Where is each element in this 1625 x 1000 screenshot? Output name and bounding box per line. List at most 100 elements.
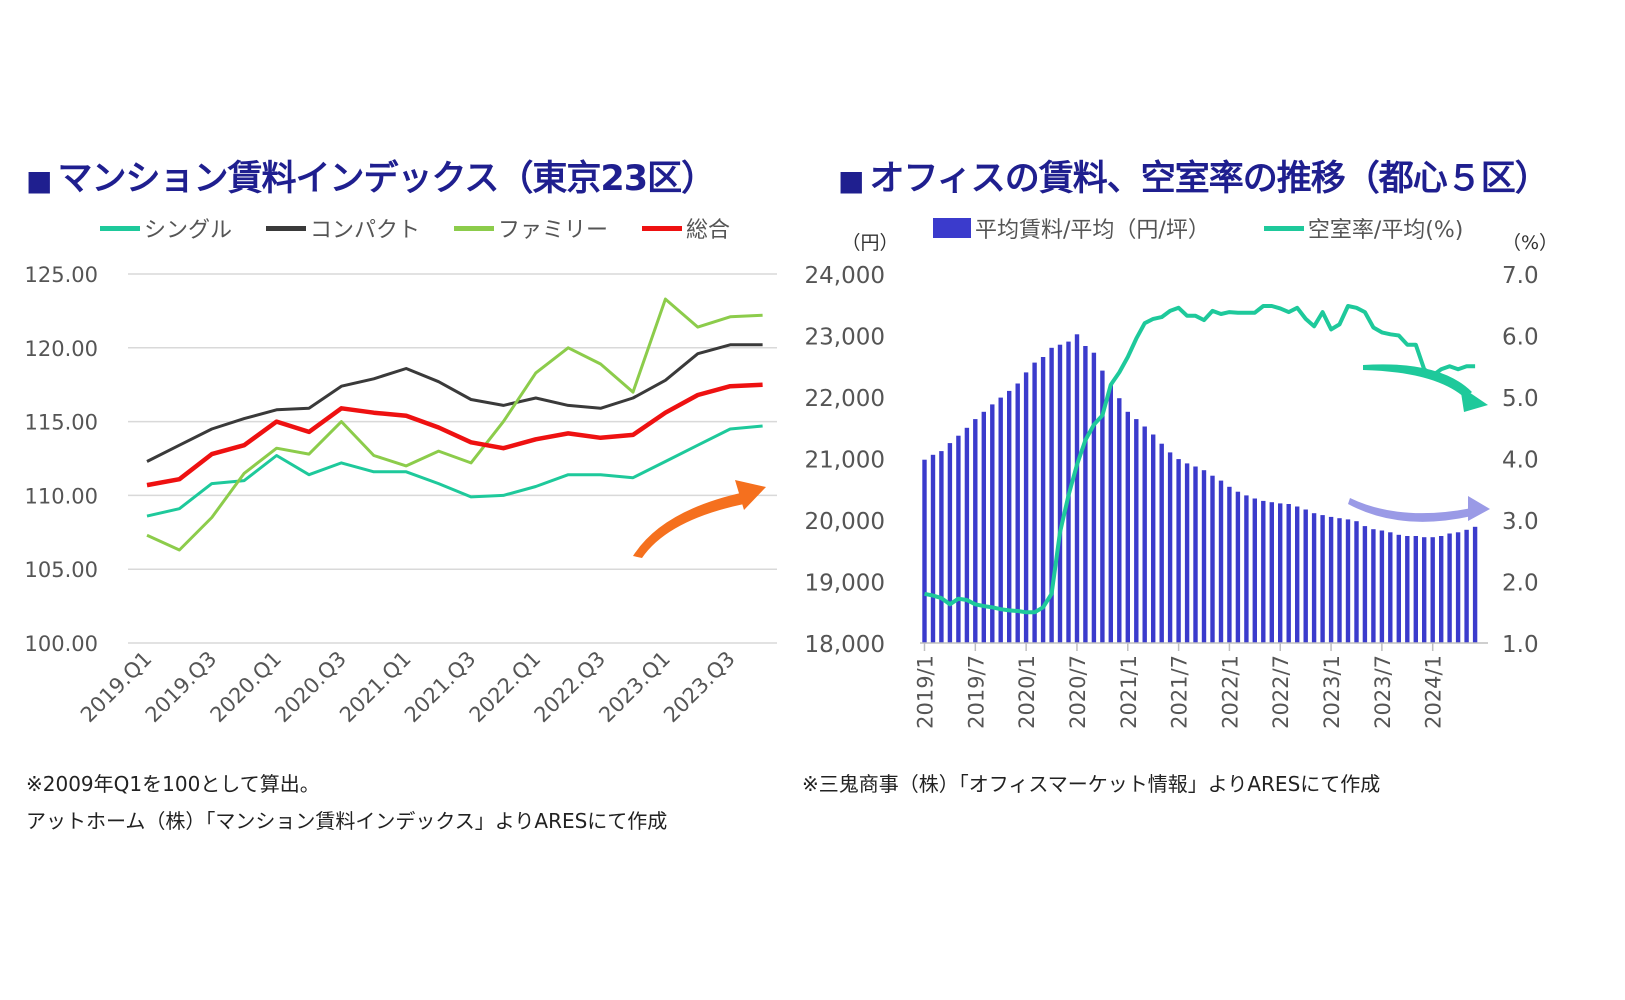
- rent-bar: [1151, 434, 1156, 643]
- mansion-rent-line-chart: 100.00105.00110.00115.00120.00125.002019…: [25, 263, 777, 727]
- x-tick-label: 2022/1: [1218, 655, 1242, 729]
- x-tick-label: 2023/7: [1371, 655, 1395, 729]
- y-tick-label: 100.00: [25, 632, 98, 656]
- rent-bar: [1371, 529, 1376, 643]
- rent-bar: [1023, 372, 1029, 643]
- rent-bar: [1040, 357, 1046, 643]
- legend-label-family: ファミリー: [498, 218, 609, 243]
- right-legend: 平均賃料/平均（円/坪） 空室率/平均(%): [933, 212, 1497, 244]
- rent-bar: [1252, 498, 1257, 643]
- rent-trend-arrow-head: [1468, 496, 1490, 521]
- rent-bar: [1413, 536, 1418, 643]
- y-left-tick-label: 18,000: [805, 632, 885, 658]
- legend-label-total: 総合: [686, 218, 731, 243]
- rent-bar: [1125, 411, 1130, 643]
- rent-bar: [1244, 495, 1249, 643]
- y-right-unit: （%）: [1502, 232, 1558, 254]
- rent-bar: [1269, 502, 1274, 643]
- x-tick-label: 2022/7: [1269, 655, 1293, 729]
- rent-bar: [1210, 475, 1215, 643]
- legend-label-vacancy: 空室率/平均(%): [1307, 218, 1464, 243]
- y-left-unit: （円）: [841, 232, 898, 254]
- left-chart-title-text: マンション賃料インデックス（東京23区）: [57, 159, 716, 199]
- rent-bar: [1227, 486, 1232, 643]
- y-left-tick-label: 22,000: [805, 386, 885, 412]
- office-rent-panel: ■ オフィスの賃料、空室率の推移（都心５区） 平均賃料/平均（円/坪） 空室率/平…: [800, 0, 1625, 1000]
- y-left-tick-label: 19,000: [805, 571, 885, 597]
- y-right-tick-label: 1.0: [1502, 632, 1539, 658]
- legend-item-rent: 平均賃料/平均（円/坪）: [933, 212, 1210, 244]
- legend-item-compact: コンパクト: [266, 212, 420, 244]
- y-left-tick-label: 24,000: [805, 263, 885, 289]
- y-right-tick-label: 7.0: [1502, 263, 1539, 289]
- rent-bar: [1388, 532, 1393, 643]
- rent-bar: [1345, 519, 1351, 643]
- title-square-marker: ■: [26, 164, 52, 197]
- vacancy-trend-arrow-head: [1460, 386, 1488, 412]
- mansion-rent-panel: ■ マンション賃料インデックス（東京23区） シングル コンパクト ファミリー 総…: [0, 0, 800, 1000]
- rent-bar: [1362, 526, 1368, 643]
- legend-swatch-family: [454, 225, 495, 231]
- x-tick-label: 2019/7: [964, 655, 988, 729]
- x-tick-label: 2019/1: [914, 655, 938, 729]
- rent-bar: [990, 404, 995, 643]
- x-tick-label: 2024/1: [1422, 655, 1446, 729]
- x-tick-label: 2021/1: [1117, 655, 1141, 729]
- y-left-tick-label: 21,000: [805, 448, 885, 474]
- rent-bar: [1007, 390, 1012, 643]
- y-right-tick-label: 2.0: [1502, 571, 1539, 597]
- office-rent-vacancy-chart: （円） （%） 18,000 19,000 20,000 21,000 22,000 23,0…: [805, 232, 1559, 729]
- rent-bar: [1430, 537, 1435, 643]
- rent-trend-arrow-body: [1348, 498, 1472, 522]
- right-chart-title: ■ オフィスの賃料、空室率の推移（都心５区）: [838, 150, 1550, 201]
- rent-bar: [1032, 362, 1037, 643]
- rent-bar: [1057, 344, 1063, 643]
- rent-bar: [1176, 459, 1181, 643]
- legend-swatch-single: [100, 225, 140, 231]
- rent-bar: [1261, 500, 1266, 643]
- rent-bar: [1049, 347, 1054, 643]
- legend-swatch-vacancy: [1263, 225, 1304, 231]
- trend-arrow-head: [735, 480, 766, 510]
- rent-bar: [1235, 491, 1241, 643]
- y-tick-label: 120.00: [25, 337, 98, 361]
- y-right-tick-label: 3.0: [1502, 509, 1539, 535]
- legend-item-total: 総合: [642, 212, 730, 244]
- series-line-total: [146, 382, 763, 488]
- x-tick-label: 2023/1: [1320, 655, 1344, 729]
- rent-bar: [1108, 385, 1113, 643]
- legend-swatch-total: [642, 225, 683, 231]
- rent-bar: [1091, 352, 1097, 643]
- rent-bar: [1159, 443, 1164, 643]
- rent-bar: [1142, 426, 1147, 643]
- rent-bar: [998, 397, 1003, 643]
- rent-bar: [1447, 533, 1452, 643]
- y-right-tick-label: 4.0: [1502, 448, 1539, 474]
- rent-bar: [1328, 516, 1334, 643]
- rent-bar: [1379, 530, 1385, 643]
- rent-bar: [1117, 398, 1122, 643]
- left-note-1: ※2009年Q1を100として算出。: [26, 772, 320, 796]
- rent-bar: [1015, 383, 1020, 643]
- y-tick-label: 105.00: [25, 558, 98, 582]
- y-tick-label: 125.00: [25, 263, 98, 287]
- legend-label-single: シングル: [144, 218, 233, 243]
- left-note-2: アットホーム（株）「マンション賃料インデックス」よりARESにて作成: [26, 809, 668, 833]
- rent-bar: [1184, 463, 1190, 643]
- left-chart-title: ■ マンション賃料インデックス（東京23区）: [26, 150, 716, 201]
- rent-bar: [1354, 521, 1359, 643]
- legend-item-single: シングル: [100, 212, 232, 244]
- rent-bar: [1405, 536, 1410, 643]
- x-tick-label: 2020/7: [1066, 655, 1090, 729]
- rent-bar: [922, 459, 927, 643]
- rent-bar: [1303, 509, 1308, 643]
- legend-item-family: ファミリー: [454, 212, 608, 244]
- y-right-tick-label: 6.0: [1502, 325, 1539, 351]
- rent-bar: [1286, 504, 1291, 643]
- rent-bar: [1472, 526, 1478, 643]
- rent-bar: [964, 427, 970, 644]
- rent-bar: [1278, 503, 1283, 643]
- rent-bar: [1311, 513, 1317, 643]
- rent-bar: [1422, 537, 1427, 643]
- series-line-family: [146, 297, 763, 552]
